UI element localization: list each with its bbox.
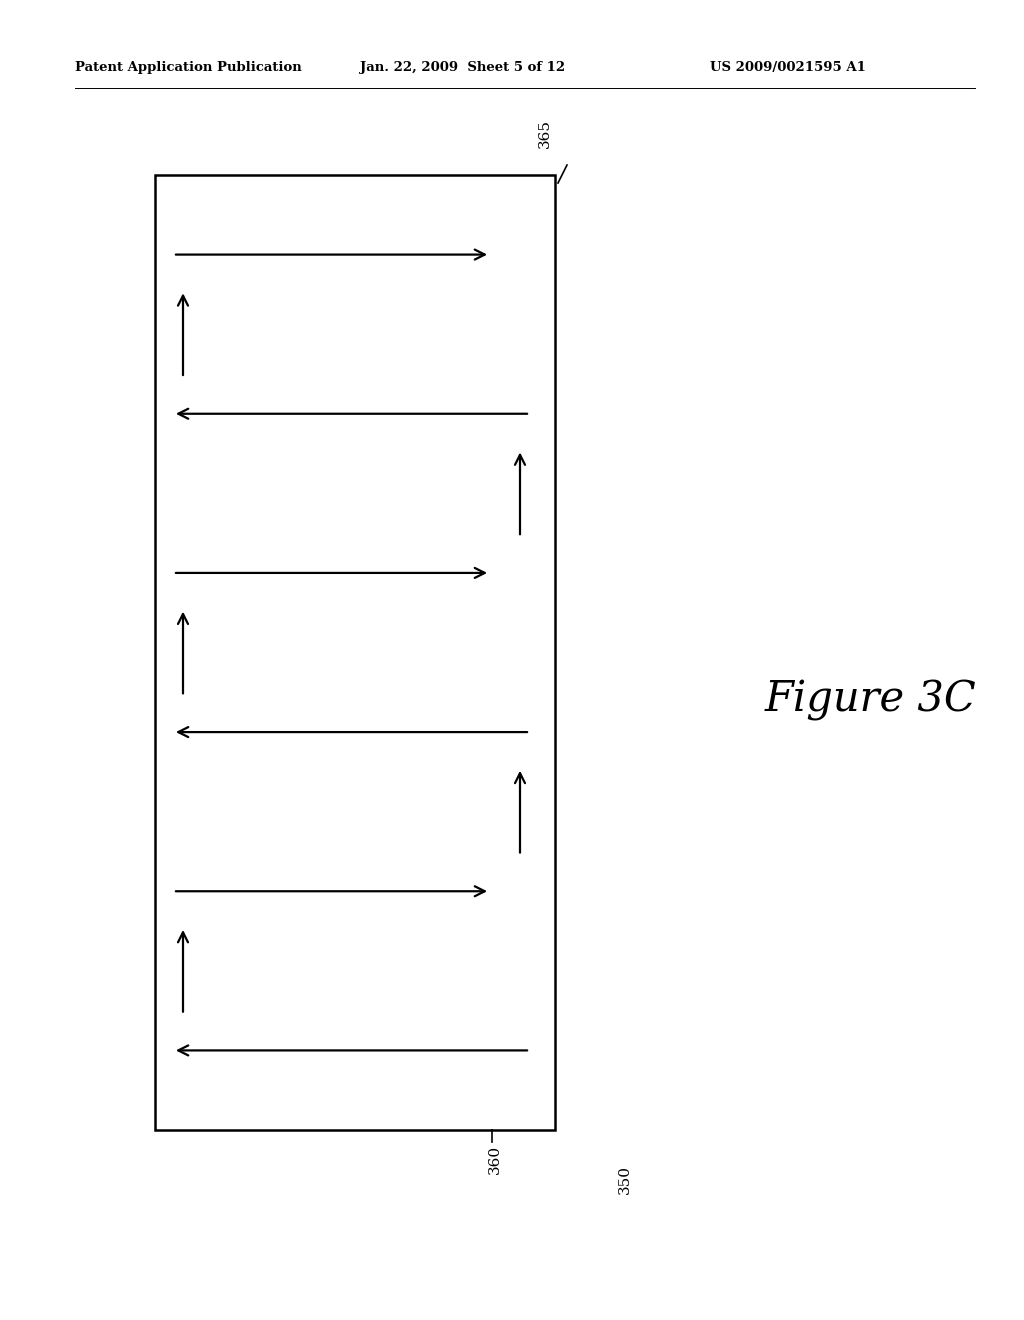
Text: Jan. 22, 2009  Sheet 5 of 12: Jan. 22, 2009 Sheet 5 of 12 xyxy=(360,62,565,74)
Text: Figure 3C: Figure 3C xyxy=(764,678,976,721)
Text: US 2009/0021595 A1: US 2009/0021595 A1 xyxy=(710,62,866,74)
Text: 360: 360 xyxy=(488,1144,502,1173)
Text: Patent Application Publication: Patent Application Publication xyxy=(75,62,302,74)
Text: 365: 365 xyxy=(538,119,552,148)
Bar xyxy=(155,176,555,1130)
Text: 350: 350 xyxy=(618,1166,632,1195)
